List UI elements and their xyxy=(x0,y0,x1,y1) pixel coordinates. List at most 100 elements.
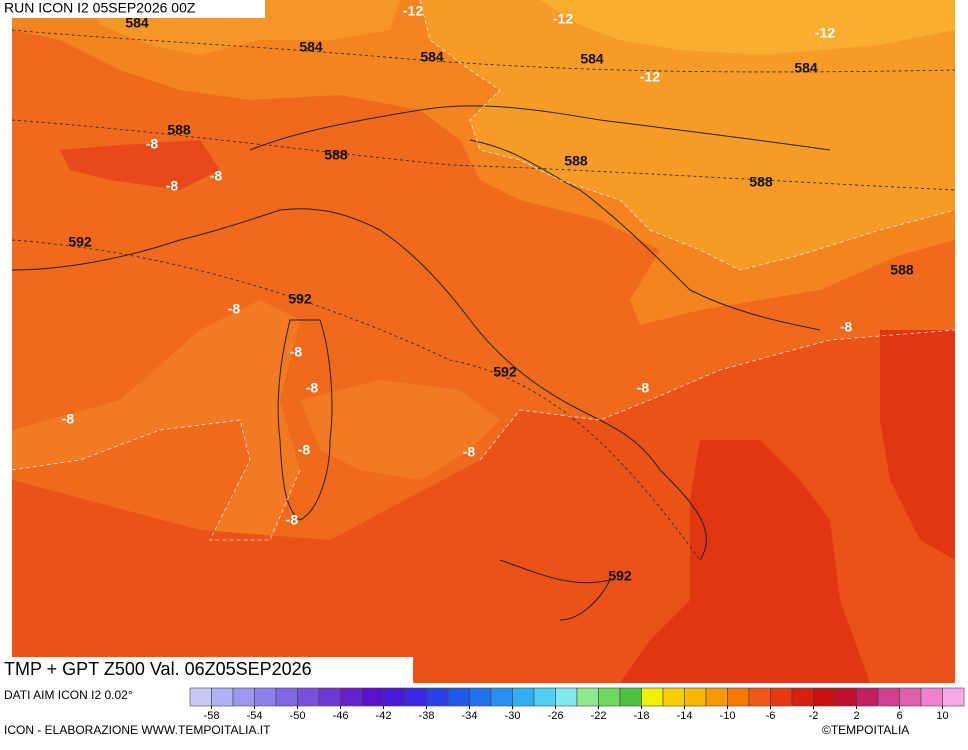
very-hot-area xyxy=(620,440,870,683)
gpt-label: 592 xyxy=(68,234,92,250)
cool-area xyxy=(540,0,955,55)
gpt-label: 588 xyxy=(749,174,773,190)
title-box xyxy=(0,657,413,683)
tmp-label: -12 xyxy=(640,69,660,85)
contour-labels: 584 584 584 584 584 588 588 588 588 588 592 592 592 5… xyxy=(62,3,914,584)
colorbar-swatch xyxy=(297,687,320,707)
tmp-label: -8 xyxy=(463,444,476,460)
tmp-label: -8 xyxy=(306,380,319,396)
colorbar: -58 -54 -50 -46 -42 -38 -34 -30 -26 -2 2 -18 -14 -10 -… xyxy=(189,687,965,722)
contours xyxy=(11,29,956,561)
colorbar-swatch xyxy=(555,687,578,707)
tmp-label: -8 xyxy=(637,380,650,396)
gpt-label: 588 xyxy=(564,153,588,169)
gpt-label: 584 xyxy=(420,49,444,65)
tmp-label: -8 xyxy=(146,136,159,152)
coastlines xyxy=(11,105,831,621)
colorbar-tick-label: 10 xyxy=(936,710,948,722)
tmp-label: -8 xyxy=(290,344,303,360)
colorbar-swatch xyxy=(189,687,212,707)
colorbar-swatch xyxy=(598,687,621,707)
tmp-label: -8 xyxy=(62,411,75,427)
tmp-label: -12 xyxy=(815,25,835,41)
tmp-label: -8 xyxy=(298,442,311,458)
colorbar-swatch xyxy=(426,687,449,707)
colorbar-tick-label: -42 xyxy=(376,710,392,722)
colorbar-tick-label: -10 xyxy=(720,710,736,722)
colorbar-swatch xyxy=(576,687,599,707)
colorbar-swatch xyxy=(834,687,857,707)
colorbar-swatch xyxy=(383,687,406,707)
colorbar-swatch xyxy=(512,687,535,707)
colorbar-swatch xyxy=(813,687,836,707)
colorbar-tick-label: -54 xyxy=(247,710,263,722)
data-source: DATI AIM ICON I2 0.02° xyxy=(4,688,133,702)
colorbar-tick-label: -46 xyxy=(333,710,349,722)
colorbar-tick-label: -6 xyxy=(766,710,776,722)
colorbar-tick-label: -14 xyxy=(677,710,693,722)
colorbar-swatch xyxy=(899,687,922,707)
gpt-label: 588 xyxy=(324,147,348,163)
gpt-label: 592 xyxy=(288,291,312,307)
gpt-label: 588 xyxy=(890,262,914,278)
mild-area xyxy=(420,0,955,270)
tmp-label: -8 xyxy=(840,319,853,335)
header-box xyxy=(0,0,265,18)
tmp-label: -8 xyxy=(210,168,223,184)
tmp-label: -8 xyxy=(166,178,179,194)
colorbar-swatch xyxy=(447,687,470,707)
colorbar-tick-label: -34 xyxy=(462,710,478,722)
colorbar-swatch xyxy=(770,687,793,707)
colorbar-swatch xyxy=(211,687,234,707)
colorbar-swatch xyxy=(641,687,664,707)
colorbar-tick-label: -38 xyxy=(419,710,435,722)
colorbar-swatch xyxy=(662,687,685,707)
colorbar-swatch xyxy=(404,687,427,707)
colorbar-tick-label: -18 xyxy=(634,710,650,722)
sardinia-area xyxy=(12,300,300,540)
colorbar-swatch xyxy=(942,687,965,707)
tmp-label: -12 xyxy=(403,3,423,19)
hot-spot xyxy=(60,140,220,190)
colorbar-swatch xyxy=(533,687,556,707)
run-label: RUN ICON I2 05SEP2026 00Z xyxy=(4,0,196,16)
colorbar-swatch xyxy=(727,687,750,707)
colorbar-swatch xyxy=(791,687,814,707)
colorbar-swatch xyxy=(490,687,513,707)
tyrrhenian-area xyxy=(300,380,500,480)
isotherms xyxy=(11,0,956,541)
tmp-label: -12 xyxy=(553,11,573,27)
colorbar-tick-label: -30 xyxy=(505,710,521,722)
colorbar-swatch xyxy=(877,687,900,707)
colorbar-tick-label: -26 xyxy=(548,710,564,722)
gpt-label: 584 xyxy=(794,60,818,76)
colorbar-swatch xyxy=(920,687,943,707)
gpt-label: 592 xyxy=(493,364,517,380)
colorbar-swatch xyxy=(619,687,642,707)
colorbar-swatch xyxy=(232,687,255,707)
gpt-label: 592 xyxy=(608,568,632,584)
colorbar-swatch xyxy=(361,687,384,707)
map-title: TMP + GPT Z500 Val. 06Z05SEP2026 xyxy=(4,659,312,679)
colorbar-tick-label: -2 xyxy=(809,710,819,722)
colorbar-tick-label: 2 xyxy=(853,710,859,722)
tmp-label: -8 xyxy=(228,301,241,317)
colorbar-tick-label: 6 xyxy=(896,710,902,722)
colorbar-swatch xyxy=(254,687,277,707)
colorbar-swatch xyxy=(856,687,879,707)
colorbar-swatch xyxy=(469,687,492,707)
tmp-label: -8 xyxy=(286,512,299,528)
gpt-label: 584 xyxy=(580,51,604,67)
gpt-label: 584 xyxy=(299,39,323,55)
colorbar-swatch xyxy=(748,687,771,707)
colorbar-swatch xyxy=(275,687,298,707)
colorbar-tick-label: -58 xyxy=(204,710,220,722)
very-hot-area xyxy=(880,330,955,560)
gpt-label: 588 xyxy=(167,122,191,138)
copyright: ©TEMPOITALIA xyxy=(822,723,909,737)
credit: ICON - ELABORAZIONE WWW.TEMPOITALIA.IT xyxy=(4,723,271,737)
map: 584 584 584 584 584 588 588 588 588 588 592 592 592 5… xyxy=(11,0,956,683)
colorbar-swatch xyxy=(705,687,728,707)
colorbar-tick-label: -50 xyxy=(290,710,306,722)
